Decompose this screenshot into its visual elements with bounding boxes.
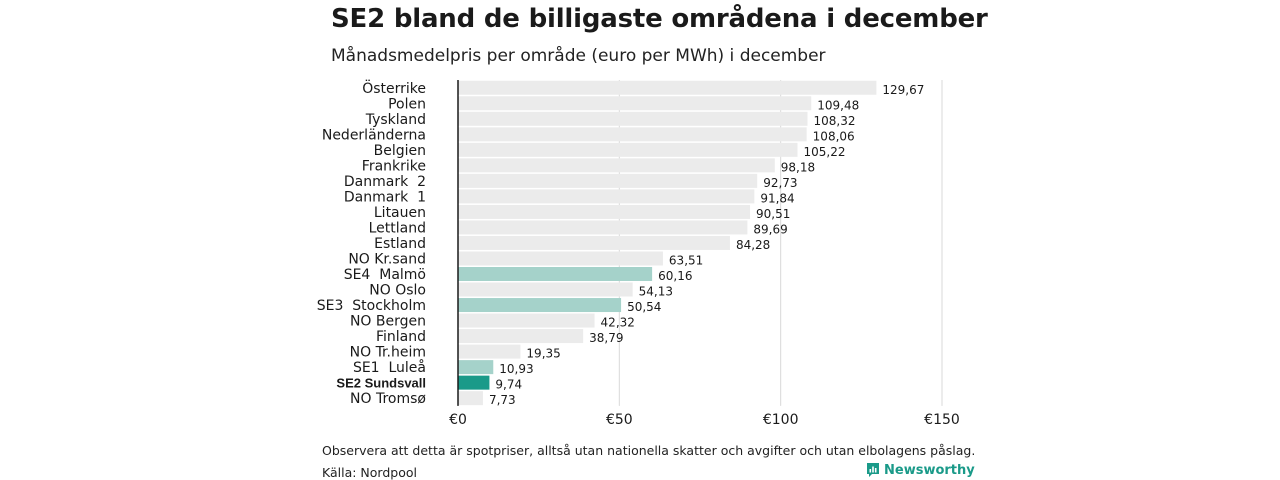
category-label: SE2 Sundsvall <box>336 376 426 391</box>
bar <box>458 251 663 266</box>
bar <box>458 189 755 204</box>
source-text: Källa: Nordpool <box>322 465 417 480</box>
bar <box>458 329 584 344</box>
value-label: 105,22 <box>804 145 846 159</box>
bar-chart: ÖsterrikePolenTysklandNederländernaBelgi… <box>317 79 960 428</box>
chart-subtitle: Månadsmedelpris per område (euro per MWh… <box>331 46 826 66</box>
category-label: Österrike <box>362 79 426 97</box>
x-tick-label: €150 <box>924 412 960 428</box>
value-label: 38,79 <box>589 331 623 345</box>
x-axis-ticks: €0 €50 €100 €150 <box>449 412 960 428</box>
value-label: 10,93 <box>499 362 533 376</box>
x-tick-label: €0 <box>449 412 467 428</box>
bar <box>458 375 490 390</box>
bar <box>458 158 775 173</box>
value-label: 98,18 <box>781 160 815 174</box>
x-tick-label: €100 <box>763 412 799 428</box>
brand-name: Newsworthy <box>884 462 975 478</box>
category-label: Estland <box>374 236 426 252</box>
category-label: Frankrike <box>362 158 426 174</box>
bar <box>458 282 633 297</box>
bar <box>458 235 730 250</box>
value-label: 63,51 <box>669 253 703 267</box>
category-label: Nederländerna <box>322 127 426 143</box>
category-label: NO Oslo <box>369 283 426 299</box>
bar <box>458 173 758 188</box>
bar <box>458 142 798 157</box>
brand-logo[interactable]: Newsworthy <box>866 462 975 478</box>
bar <box>458 298 622 313</box>
category-label: Danmark 2 <box>344 174 426 190</box>
category-label: NO Tromsø <box>350 391 426 407</box>
bar <box>458 267 653 281</box>
bar <box>458 111 808 126</box>
bar <box>458 80 877 95</box>
bar <box>458 127 807 142</box>
category-label: NO Tr.heim <box>350 345 426 361</box>
bar <box>458 391 483 406</box>
category-label: Polen <box>388 96 426 112</box>
value-label: 89,69 <box>753 222 787 236</box>
value-label: 91,84 <box>760 191 794 205</box>
category-label: SE1 Luleå <box>353 359 426 376</box>
bar <box>458 313 595 328</box>
value-label: 50,54 <box>627 300 661 314</box>
category-label: SE4 Malmö <box>344 267 426 283</box>
category-label: NO Kr.sand <box>348 251 426 267</box>
newsworthy-logo-icon <box>867 463 879 477</box>
footnote: Observera att detta är spotpriser, allts… <box>322 443 976 458</box>
category-label: Finland <box>376 329 426 345</box>
category-label: SE3 Stockholm <box>317 298 426 314</box>
value-label: 108,32 <box>814 114 856 128</box>
bar <box>458 204 751 219</box>
chart-title: SE2 bland de billigaste områdena i decem… <box>331 4 988 34</box>
value-label: 9,74 <box>495 378 522 392</box>
value-label: 92,73 <box>763 176 797 190</box>
category-labels: ÖsterrikePolenTysklandNederländernaBelgi… <box>317 79 427 407</box>
value-label: 90,51 <box>756 207 790 221</box>
bar <box>458 220 748 235</box>
value-label: 54,13 <box>639 285 673 299</box>
value-label: 19,35 <box>526 347 560 361</box>
value-label: 60,16 <box>658 269 692 283</box>
bars <box>458 80 877 406</box>
category-label: Belgien <box>374 143 426 159</box>
value-label: 84,28 <box>736 238 770 252</box>
category-label: Lettland <box>369 220 426 236</box>
value-label: 108,06 <box>813 129 855 143</box>
category-label: NO Bergen <box>350 314 426 330</box>
category-label: Danmark 1 <box>344 189 426 205</box>
bar <box>458 344 521 359</box>
bar <box>458 96 812 111</box>
value-label: 109,48 <box>817 98 859 112</box>
category-label: Tyskland <box>365 112 426 128</box>
value-label: 129,67 <box>882 83 924 97</box>
category-label: Litauen <box>374 205 426 221</box>
bar <box>458 360 494 375</box>
x-tick-label: €50 <box>606 412 633 428</box>
value-label: 7,73 <box>489 393 516 407</box>
value-label: 42,32 <box>601 316 635 330</box>
